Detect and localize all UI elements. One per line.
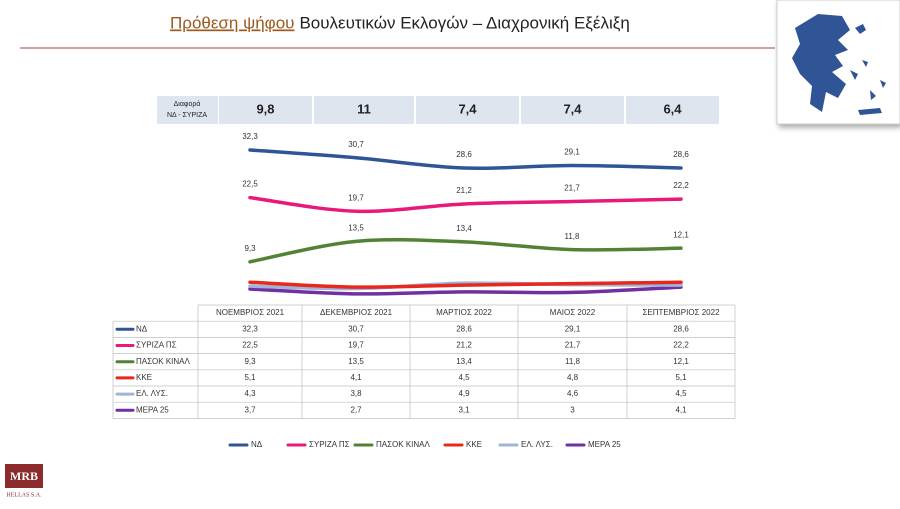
difference-cell	[314, 96, 414, 124]
legend-label: ΚΚΕ	[466, 440, 482, 449]
series-line	[248, 195, 683, 214]
table-cell: 22,2	[673, 341, 689, 350]
table-cell: 19,7	[348, 341, 364, 350]
table-cell: 5,1	[675, 373, 687, 382]
logo-box	[5, 464, 43, 488]
table-cell: 21,7	[565, 341, 581, 350]
difference-label-bg	[157, 96, 218, 124]
difference-label: Διαφορά	[174, 100, 201, 108]
table-cell: 3,1	[458, 405, 470, 414]
title-highlight: Πρόθεση ψήφου	[170, 13, 294, 32]
table-cell: 21,2	[456, 341, 472, 350]
data-label: 9,3	[244, 244, 256, 253]
table-cell: 4,5	[675, 389, 687, 398]
table-row-label: ΝΔ	[136, 324, 148, 333]
data-label: 11,8	[565, 232, 581, 241]
difference-cell	[416, 96, 519, 124]
table-cell: 32,3	[242, 324, 258, 333]
table-cell: 29,1	[565, 324, 581, 333]
table-cell: 4,5	[458, 373, 470, 382]
data-label: 30,7	[348, 140, 364, 149]
table-cell: 22,5	[242, 341, 258, 350]
table-row-label: ΕΛ. ΛΥΣ.	[136, 389, 168, 398]
table-cell: 4,8	[567, 373, 579, 382]
table-cell: 3,8	[350, 389, 362, 398]
table-cell: 11,8	[565, 357, 581, 366]
difference-value: 6,4	[663, 101, 682, 116]
table-cell: 13,4	[456, 357, 472, 366]
table-cell: 9,3	[244, 357, 256, 366]
table-cell: 13,5	[348, 357, 364, 366]
difference-cell	[626, 96, 719, 124]
data-label: 21,2	[456, 186, 472, 195]
table-cell: 30,7	[348, 324, 364, 333]
data-label: 22,2	[673, 181, 689, 190]
table-cell: 12,1	[673, 357, 689, 366]
difference-value: 7,4	[563, 101, 582, 116]
series-line	[248, 237, 683, 264]
table-row-label: ΣΥΡΙΖΑ ΠΣ	[136, 341, 177, 350]
table-row-label: ΠΑΣΟΚ ΚΙΝΑΛ	[136, 357, 191, 366]
table-row-label: ΚΚΕ	[136, 373, 152, 382]
data-label: 21,7	[564, 184, 580, 193]
difference-label: ΝΔ - ΣΥΡΙΖΑ	[167, 112, 207, 119]
table-cell: 4,9	[458, 389, 470, 398]
table-header: ΣΕΠΤΕΜΒΡΙΟΣ 2022	[642, 308, 720, 317]
table-cell: 5,1	[244, 373, 256, 382]
series-line	[248, 280, 683, 289]
table-cell: 2,7	[350, 405, 362, 414]
data-label: 28,6	[456, 150, 472, 159]
difference-value: 7,4	[458, 101, 477, 116]
table-header: ΜΑΡΤΙΟΣ 2022	[436, 308, 492, 317]
table-cell: 4,1	[675, 405, 687, 414]
data-label: 19,7	[348, 193, 364, 202]
difference-cell	[521, 96, 624, 124]
logo-name: MRB	[10, 469, 38, 483]
table-header: ΝΟΕΜΒΡΙΟΣ 2021	[216, 308, 285, 317]
table-cell: 3,7	[244, 405, 256, 414]
table-cell: 4,6	[567, 389, 579, 398]
data-label: 13,5	[348, 223, 364, 232]
table-cell: 28,6	[456, 324, 472, 333]
data-label: 28,6	[673, 150, 689, 159]
difference-cell	[219, 96, 312, 124]
data-label: 12,1	[673, 230, 689, 239]
legend-label: ΝΔ	[251, 440, 263, 449]
data-label: 32,3	[242, 132, 258, 141]
legend-label: ΣΥΡΙΖΑ ΠΣ	[309, 440, 350, 449]
greece-map	[792, 14, 886, 115]
series-line	[248, 285, 683, 296]
title: Βουλευτικών Εκλογών – Διαχρονική Εξέλιξη	[299, 13, 629, 32]
table-row-label: ΜΕΡΑ 25	[136, 405, 169, 414]
data-label: 29,1	[564, 148, 580, 157]
table-cell: 4,1	[350, 373, 362, 382]
table-header: ΔΕΚΕΜΒΡΙΟΣ 2021	[320, 308, 393, 317]
table-cell: 3	[570, 405, 575, 414]
legend-label: ΕΛ. ΛΥΣ.	[521, 440, 553, 449]
table-cell: 28,6	[673, 324, 689, 333]
difference-value: 11	[357, 101, 371, 116]
difference-value: 9,8	[256, 101, 274, 116]
series-line	[248, 148, 683, 170]
table-header: ΜΑΙΟΣ 2022	[550, 308, 596, 317]
data-label: 13,4	[456, 224, 472, 233]
table-cell: 4,3	[244, 389, 256, 398]
data-label: 22,5	[242, 180, 258, 189]
legend-label: ΠΑΣΟΚ ΚΙΝΑΛ	[376, 440, 431, 449]
legend-label: ΜΕΡΑ 25	[588, 440, 621, 449]
logo-subtitle: HELLAS S.A.	[6, 492, 42, 498]
